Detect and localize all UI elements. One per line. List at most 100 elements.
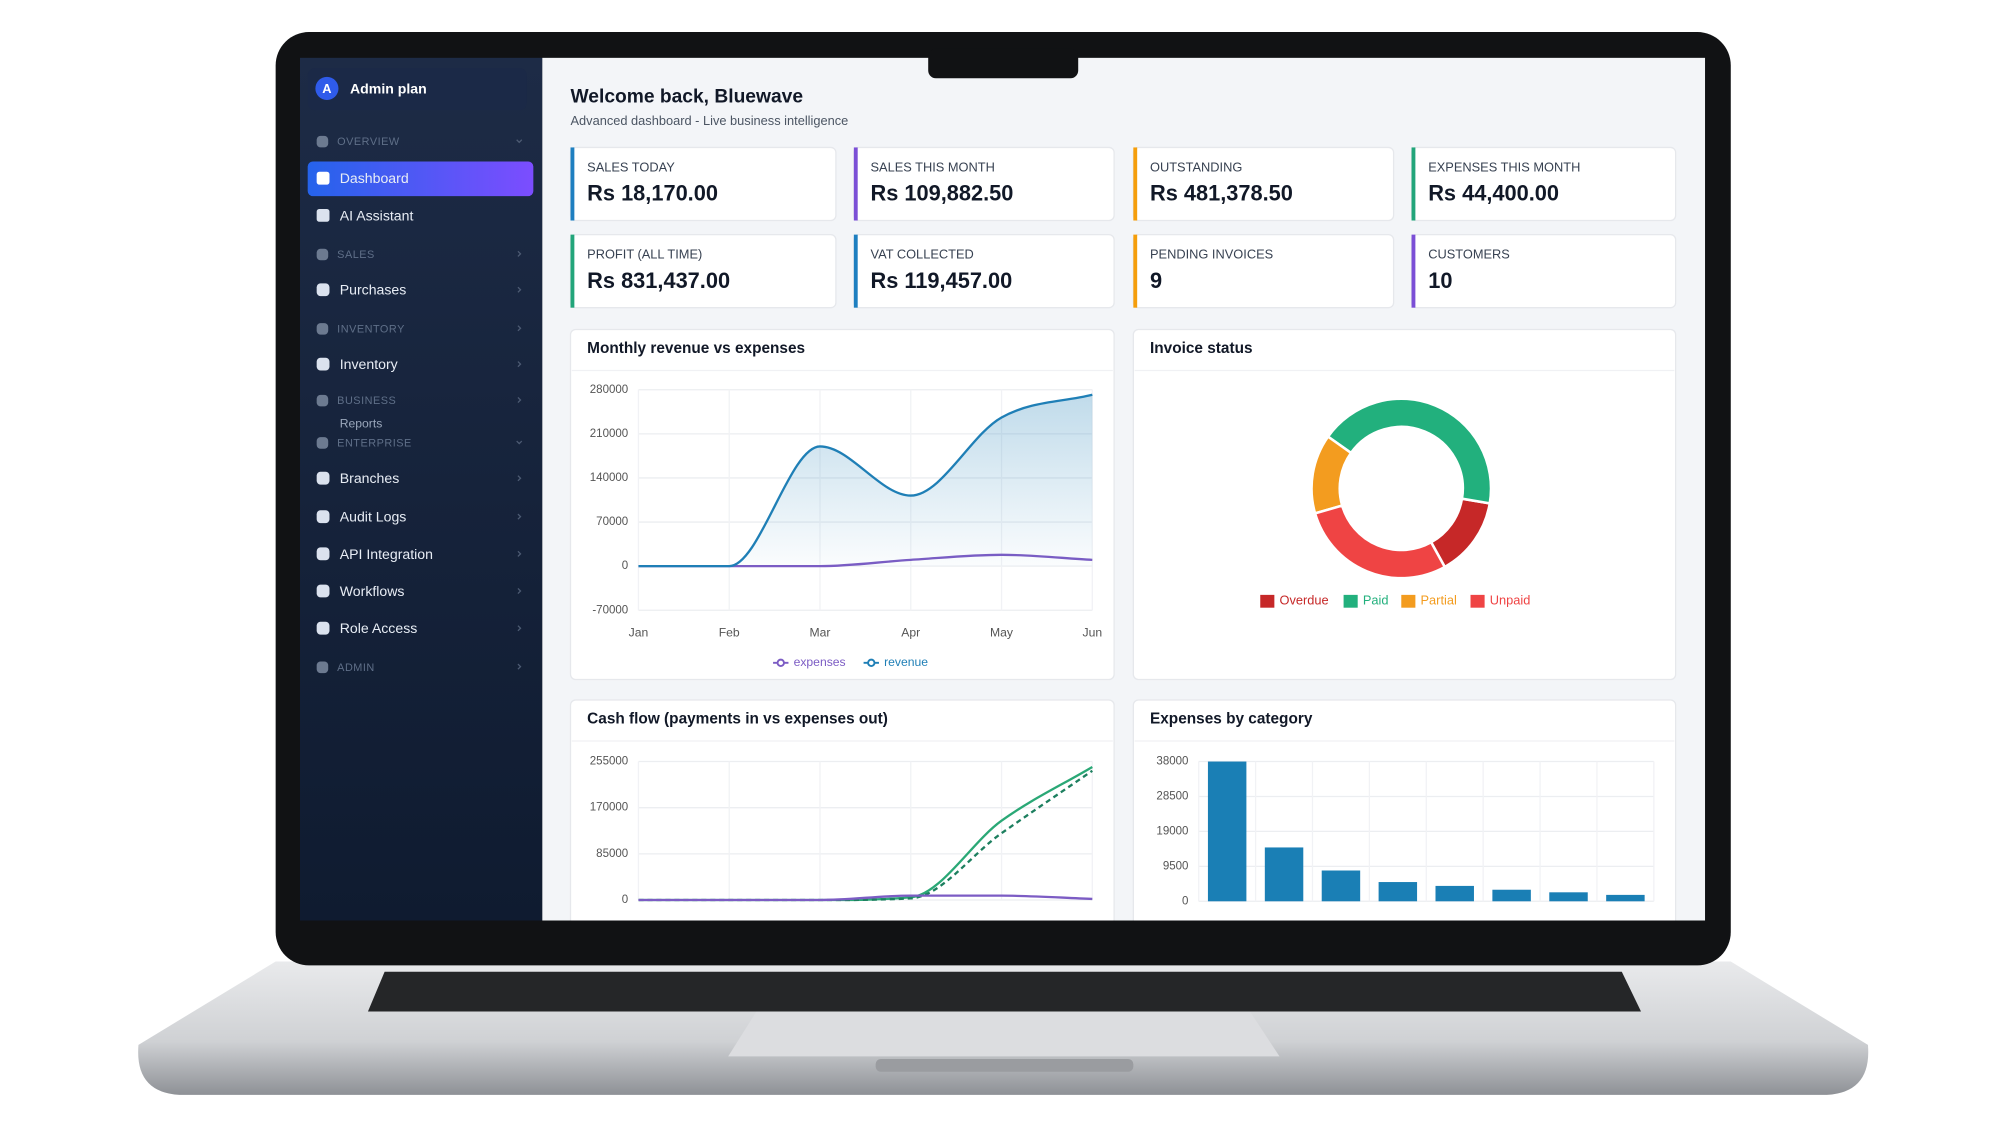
nav-icon bbox=[316, 547, 330, 561]
panel bbox=[569, 699, 1115, 921]
x-tick-label: Jun bbox=[1083, 626, 1103, 640]
kpi-accent bbox=[853, 234, 858, 308]
bar bbox=[1549, 892, 1588, 902]
kpi-label: EXPENSES THIS MONTH bbox=[1428, 159, 1580, 174]
trackpad bbox=[728, 1011, 1280, 1057]
y-tick-label: 0 bbox=[622, 894, 628, 906]
nav-item[interactable]: Workflows bbox=[340, 583, 405, 599]
chart-title: Cash flow (payments in vs expenses out) bbox=[587, 710, 888, 727]
nav-icon bbox=[316, 661, 329, 674]
account-box[interactable] bbox=[307, 67, 527, 111]
kpi-value: Rs 18,170.00 bbox=[587, 181, 718, 206]
kpi-value: Rs 481,378.50 bbox=[1150, 181, 1293, 206]
kpi-label: CUSTOMERS bbox=[1428, 247, 1510, 262]
kpi-label: SALES THIS MONTH bbox=[871, 159, 995, 174]
account-name: Admin plan bbox=[350, 80, 427, 96]
y-tick-label: 38000 bbox=[1156, 756, 1188, 768]
y-tick-label: 70000 bbox=[596, 516, 628, 528]
nav-icon bbox=[316, 248, 329, 261]
nav-section[interactable]: OVERVIEW bbox=[337, 136, 400, 148]
y-tick-label: 9500 bbox=[1163, 860, 1189, 872]
legend-label: Paid bbox=[1363, 593, 1389, 608]
nav-item[interactable]: API Integration bbox=[340, 546, 433, 562]
legend-label: Overdue bbox=[1279, 593, 1328, 608]
camera-notch bbox=[928, 48, 1079, 79]
y-tick-label: 19000 bbox=[1156, 825, 1188, 837]
nav-icon bbox=[316, 323, 329, 335]
chevron bbox=[517, 513, 522, 520]
chevron bbox=[516, 139, 523, 144]
kpi-accent bbox=[570, 234, 575, 308]
dashboard-content: SALES TODAY Rs 18,170.00 SALES THIS MONTH R… bbox=[569, 146, 1677, 907]
x-tick-label: May bbox=[990, 626, 1014, 640]
sidebar bbox=[300, 57, 543, 921]
y-tick-label: 0 bbox=[1182, 895, 1188, 907]
kpi-label: VAT COLLECTED bbox=[871, 247, 974, 262]
nav-icon bbox=[316, 621, 330, 635]
legend-label: revenue bbox=[884, 655, 928, 669]
kpi-accent bbox=[1411, 234, 1416, 308]
kpi-accent bbox=[1133, 234, 1138, 308]
kpi-value: Rs 831,437.00 bbox=[587, 268, 730, 293]
legend-swatch bbox=[1470, 594, 1485, 608]
chevron bbox=[517, 286, 522, 293]
nav-section[interactable]: INVENTORY bbox=[337, 323, 405, 335]
kpi-value: 9 bbox=[1150, 268, 1162, 293]
nav-item[interactable]: Role Access bbox=[340, 620, 418, 636]
bar bbox=[1321, 870, 1361, 902]
nav-section[interactable]: SALES bbox=[337, 249, 375, 261]
nav-item[interactable]: Inventory bbox=[340, 356, 399, 372]
nav-icon bbox=[316, 437, 329, 449]
kpi-accent bbox=[570, 147, 575, 221]
keyboard bbox=[367, 971, 1642, 1012]
avatar-letter: A bbox=[322, 81, 331, 96]
legend-swatch bbox=[1260, 594, 1275, 608]
chart-title: Monthly revenue vs expenses bbox=[587, 340, 805, 357]
panel bbox=[1132, 328, 1677, 681]
nav-item[interactable]: Dashboard bbox=[340, 170, 409, 186]
chart-title: Expenses by category bbox=[1150, 710, 1313, 727]
kpi-value: 10 bbox=[1428, 268, 1452, 293]
legend-label: Unpaid bbox=[1490, 593, 1531, 608]
nav-subitem[interactable]: Reports bbox=[340, 417, 383, 431]
donut-segment bbox=[1326, 397, 1493, 505]
nav-icon bbox=[316, 135, 329, 148]
legend-swatch bbox=[1401, 594, 1416, 608]
kpi-accent bbox=[1411, 147, 1416, 221]
nav-item[interactable]: Purchases bbox=[340, 282, 407, 298]
donut-segment bbox=[1313, 503, 1447, 580]
line bbox=[638, 894, 1093, 902]
y-tick-label: 255000 bbox=[590, 756, 628, 768]
chevron bbox=[517, 396, 522, 404]
avatar bbox=[315, 76, 339, 100]
kpi-label: OUTSTANDING bbox=[1150, 159, 1242, 174]
nav: OVERVIEW Dashboard AI Assistant SALES Pu… bbox=[316, 135, 523, 674]
nav-item[interactable]: AI Assistant bbox=[340, 207, 414, 223]
y-tick-label: 280000 bbox=[590, 384, 628, 396]
kpi-label: PENDING INVOICES bbox=[1150, 247, 1273, 262]
nav-section[interactable]: ENTERPRISE bbox=[337, 437, 412, 449]
chevron bbox=[516, 440, 523, 445]
nav-section[interactable]: ADMIN bbox=[337, 662, 375, 674]
legend-label: expenses bbox=[794, 655, 846, 669]
y-tick-label: 28500 bbox=[1156, 791, 1188, 803]
bar bbox=[1378, 882, 1418, 902]
chevron bbox=[517, 475, 522, 482]
nav-item[interactable]: Audit Logs bbox=[340, 509, 407, 525]
nav-item[interactable]: Branches bbox=[340, 470, 400, 486]
nav-icon bbox=[316, 357, 330, 371]
kpi-value: Rs 44,400.00 bbox=[1428, 181, 1559, 206]
nav-icon bbox=[316, 171, 330, 185]
kpi-accent bbox=[1133, 147, 1138, 221]
donut-segment bbox=[1310, 434, 1353, 516]
y-tick-label: 0 bbox=[622, 560, 628, 572]
y-tick-label: -70000 bbox=[592, 604, 628, 616]
x-tick-label: Apr bbox=[901, 626, 920, 640]
page-title: Welcome back, Bluewave bbox=[571, 87, 804, 108]
bar bbox=[1606, 894, 1645, 902]
bar bbox=[1492, 889, 1531, 902]
active-item[interactable] bbox=[307, 161, 534, 197]
nav-section[interactable]: BUSINESS bbox=[337, 395, 396, 407]
